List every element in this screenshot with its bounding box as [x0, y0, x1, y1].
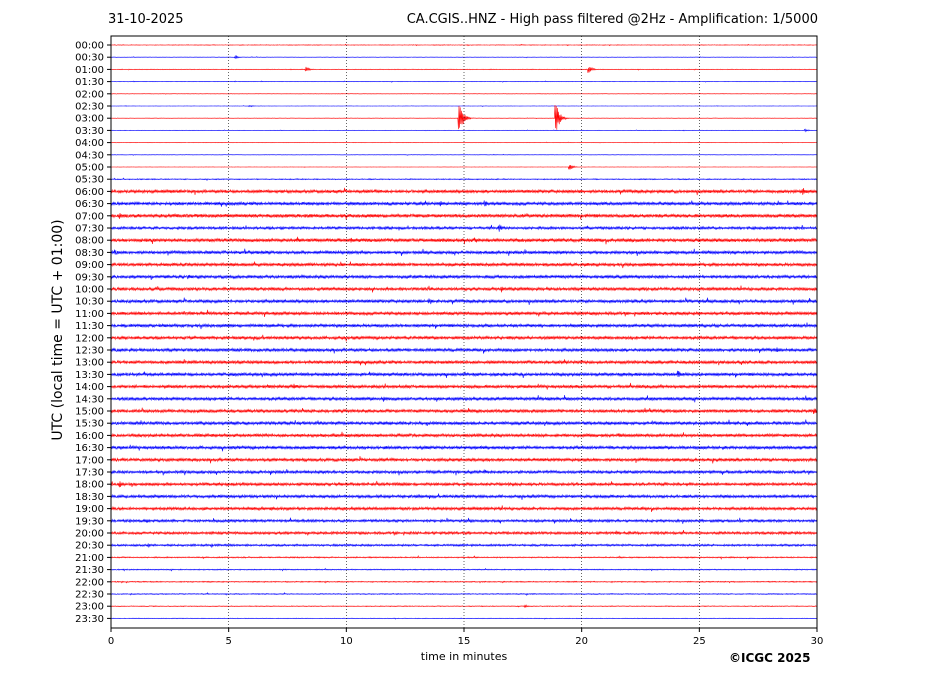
x-tick-label-10: 10	[340, 636, 353, 647]
x-tick-label-20: 20	[575, 636, 588, 647]
y-tick-label-05-00: 05:00	[75, 163, 104, 174]
y-tick-label-00-00: 00:00	[75, 41, 104, 52]
y-tick-label-08-30: 08:30	[75, 248, 104, 259]
x-tick-label-5: 5	[225, 636, 231, 647]
trace-08-30	[110, 248, 817, 257]
trace-16-30	[110, 444, 817, 452]
y-tick-label-16-30: 16:30	[75, 443, 104, 454]
y-tick-label-06-00: 06:00	[75, 187, 104, 198]
y-tick-label-12-30: 12:30	[75, 346, 104, 357]
trace-12-00	[110, 334, 817, 342]
trace-05-00	[110, 164, 817, 170]
y-tick-label-11-30: 11:30	[75, 321, 104, 332]
y-tick-label-07-30: 07:30	[75, 224, 104, 235]
trace-11-30	[110, 322, 817, 330]
y-tick-label-18-30: 18:30	[75, 492, 104, 503]
y-tick-label-04-30: 04:30	[75, 150, 104, 161]
trace-20-30	[110, 543, 817, 548]
y-tick-label-14-30: 14:30	[75, 394, 104, 405]
trace-14-00	[110, 382, 817, 390]
y-tick-label-19-30: 19:30	[75, 516, 104, 527]
y-tick-label-19-00: 19:00	[75, 504, 104, 515]
y-tick-label-10-30: 10:30	[75, 297, 104, 308]
y-tick-label-22-30: 22:30	[75, 590, 104, 601]
trace-04-30	[110, 153, 817, 156]
y-tick-label-01-00: 01:00	[75, 65, 104, 76]
chart-title: CA.CGIS..HNZ - High pass filtered @2Hz -…	[406, 12, 818, 27]
trace-13-30	[110, 370, 817, 379]
trace-05-30	[110, 177, 817, 182]
x-tick-label-15: 15	[458, 636, 471, 647]
y-tick-label-03-30: 03:30	[75, 126, 104, 137]
trace-09-00	[110, 261, 817, 269]
y-tick-label-02-30: 02:30	[75, 102, 104, 113]
trace-07-00	[110, 212, 817, 220]
trace-21-30	[110, 567, 817, 572]
y-tick-label-15-30: 15:30	[75, 419, 104, 430]
y-tick-label-21-00: 21:00	[75, 553, 104, 564]
y-tick-label-11-00: 11:00	[75, 309, 104, 320]
y-tick-label-02-00: 02:00	[75, 89, 104, 100]
y-tick-label-20-00: 20:00	[75, 529, 104, 540]
x-tick-label-25: 25	[693, 636, 706, 647]
trace-03-30	[110, 128, 817, 133]
trace-12-30	[110, 347, 817, 354]
y-tick-label-09-30: 09:30	[75, 272, 104, 283]
plot-frame	[110, 35, 818, 629]
y-tick-label-20-30: 20:30	[75, 541, 104, 552]
trace-09-30	[110, 274, 817, 280]
y-tick-label-12-00: 12:00	[75, 333, 104, 344]
y-tick-label-00-30: 00:30	[75, 53, 104, 64]
y-tick-label-01-30: 01:30	[75, 77, 104, 88]
chart-date: 31-10-2025	[108, 12, 184, 27]
y-tick-label-15-00: 15:00	[75, 407, 104, 418]
y-tick-label-18-00: 18:00	[75, 480, 104, 491]
y-tick-label-16-00: 16:00	[75, 431, 104, 442]
trace-layer	[110, 43, 817, 620]
y-tick-label-13-30: 13:30	[75, 370, 104, 381]
y-tick-label-05-30: 05:30	[75, 175, 104, 186]
y-tick-label-04-00: 04:00	[75, 138, 104, 149]
y-tick-label-10-00: 10:00	[75, 285, 104, 296]
y-tick-label-17-00: 17:00	[75, 455, 104, 466]
trace-21-00	[110, 555, 817, 560]
trace-04-00	[110, 141, 817, 144]
y-tick-label-13-00: 13:00	[75, 358, 104, 369]
copyright-label: ©ICGC 2025	[729, 651, 811, 665]
grid-layer	[228, 36, 700, 628]
y-tick-label-21-30: 21:30	[75, 565, 104, 576]
trace-16-00	[110, 431, 817, 439]
x-tick-label-0: 0	[108, 636, 114, 647]
trace-06-00	[110, 187, 817, 196]
x-axis-label: time in minutes	[421, 650, 508, 663]
y-tick-label-22-00: 22:00	[75, 577, 104, 588]
y-tick-label-14-00: 14:00	[75, 382, 104, 393]
y-tick-label-23-30: 23:30	[75, 614, 104, 625]
y-tick-label-06-30: 06:30	[75, 199, 104, 210]
y-axis-label: UTC (local time = UTC + 01:00)	[50, 219, 66, 440]
y-tick-label-08-00: 08:00	[75, 236, 104, 247]
y-tick-label-17-30: 17:30	[75, 468, 104, 479]
x-tick-label-30: 30	[811, 636, 824, 647]
y-tick-label-09-00: 09:00	[75, 260, 104, 271]
y-tick-label-07-00: 07:00	[75, 211, 104, 222]
y-tick-label-03-00: 03:00	[75, 114, 104, 125]
y-tick-label-23-00: 23:00	[75, 602, 104, 613]
